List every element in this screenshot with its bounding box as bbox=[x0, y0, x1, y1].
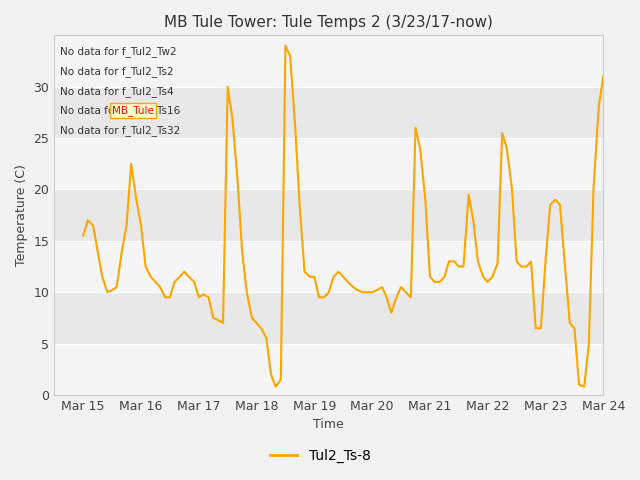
Legend: Tul2_Ts-8: Tul2_Ts-8 bbox=[264, 443, 376, 468]
Bar bbox=[54, 190, 604, 241]
Bar bbox=[54, 241, 604, 292]
X-axis label: Time: Time bbox=[314, 419, 344, 432]
Text: No data for f_Tul2_Ts32: No data for f_Tul2_Ts32 bbox=[60, 125, 180, 136]
Text: MB_Tule: MB_Tule bbox=[112, 106, 154, 116]
Text: No data for f_Tul2_Tw2: No data for f_Tul2_Tw2 bbox=[60, 46, 177, 57]
Bar bbox=[54, 292, 604, 344]
Bar bbox=[54, 87, 604, 138]
Bar bbox=[54, 36, 604, 87]
Y-axis label: Temperature (C): Temperature (C) bbox=[15, 164, 28, 266]
Bar bbox=[54, 344, 604, 395]
Title: MB Tule Tower: Tule Temps 2 (3/23/17-now): MB Tule Tower: Tule Temps 2 (3/23/17-now… bbox=[164, 15, 493, 30]
Text: No data for f_Tul2_Ts16: No data for f_Tul2_Ts16 bbox=[60, 106, 180, 116]
Text: No data for f_Tul2_Ts4: No data for f_Tul2_Ts4 bbox=[60, 86, 173, 96]
Text: No data for f_Tul2_Ts2: No data for f_Tul2_Ts2 bbox=[60, 66, 173, 77]
Bar bbox=[54, 138, 604, 190]
